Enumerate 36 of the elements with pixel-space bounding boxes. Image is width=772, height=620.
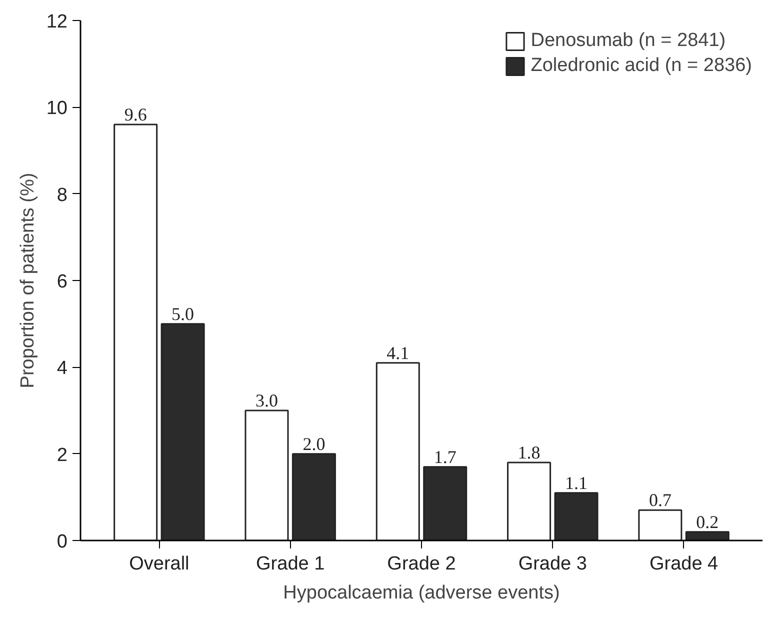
x-tick-label: Overall [129, 554, 190, 574]
y-tick-label: 10 [46, 98, 68, 120]
text: 3.0 [255, 390, 278, 410]
text: 1.1 [565, 472, 588, 493]
x-axis-title: Hypocalcaemia (adverse events) [283, 582, 560, 604]
bar [507, 462, 552, 540]
x-tick-label: Grade 3 [518, 554, 587, 574]
bar [685, 531, 730, 540]
y-axis-title: Proportion of patients (%) [17, 172, 38, 388]
bar [638, 509, 682, 540]
y-tick-label: 12 [46, 12, 68, 32]
text: 1.8 [518, 442, 540, 462]
text: 1.7 [434, 446, 456, 467]
legend-label: Zoledronic acid (n = 2836) [530, 55, 752, 77]
x-tick-label: Grade 2 [387, 554, 456, 574]
y-tick-label: 6 [56, 272, 68, 292]
x-tick-label: Grade 1 [256, 554, 325, 574]
bar [160, 323, 205, 540]
text: 4.1 [386, 342, 410, 363]
text: 0.7 [648, 490, 672, 510]
text: 2.0 [302, 434, 326, 454]
bar [376, 362, 420, 540]
bar [244, 410, 289, 540]
y-tick-label: 0 [56, 532, 68, 552]
text: 0.2 [696, 512, 719, 532]
bar [292, 453, 336, 540]
y-tick-label: 8 [56, 184, 68, 206]
bar [114, 124, 158, 540]
text: 9.6 [124, 104, 147, 124]
y-tick-label: 4 [56, 358, 68, 380]
y-tick-label: 2 [56, 444, 68, 466]
x-tick-label: Grade 4 [649, 554, 719, 574]
legend-label: Denosumab (n = 2841) [530, 30, 726, 52]
text: 5.0 [172, 304, 194, 324]
bar [554, 492, 598, 540]
bar [423, 466, 468, 540]
